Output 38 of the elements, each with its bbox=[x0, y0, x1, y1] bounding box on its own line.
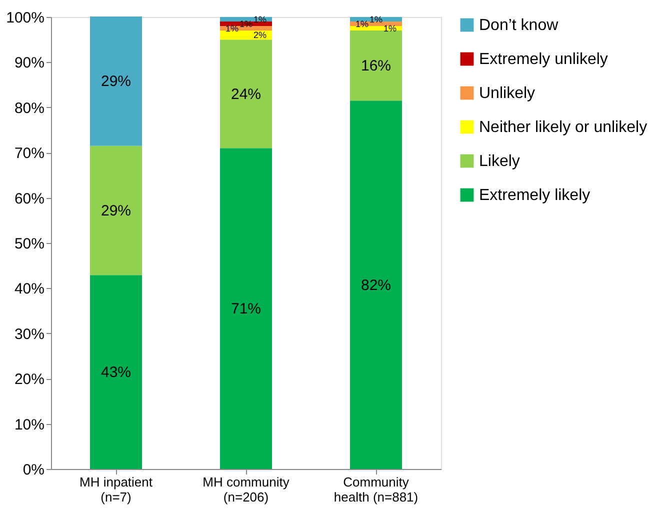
legend-label: Likely bbox=[479, 153, 520, 170]
y-tick-label: 70% bbox=[14, 145, 44, 162]
bar bbox=[90, 16, 142, 146]
data-label: 29% bbox=[100, 202, 132, 220]
legend-label: Extremely unlikely bbox=[479, 51, 608, 68]
legend-label: Neither likely or unlikely bbox=[479, 119, 648, 136]
data-label: 71% bbox=[230, 300, 262, 318]
y-tick-label: 50% bbox=[14, 236, 44, 252]
data-label: 16% bbox=[360, 58, 392, 75]
y-tick-label: 10% bbox=[14, 416, 44, 434]
data-label: 29% bbox=[100, 73, 132, 90]
y-tick-label: 80% bbox=[14, 100, 44, 117]
y-tick-label: 0% bbox=[22, 462, 44, 478]
legend-label: Extremely likely bbox=[479, 187, 590, 204]
data-label: 1% bbox=[225, 23, 239, 34]
y-tick-label: 30% bbox=[14, 326, 44, 343]
data-label: 2% bbox=[253, 30, 267, 40]
bar bbox=[220, 40, 272, 148]
bar bbox=[90, 146, 142, 276]
legend-label: Unlikely bbox=[479, 85, 536, 102]
data-label: 1% bbox=[355, 18, 369, 29]
x-tick-label: Community health (n=881) bbox=[334, 474, 418, 504]
data-label: 82% bbox=[360, 276, 392, 294]
x-tick-label: MH inpatient (n=7) bbox=[80, 474, 153, 504]
legend-label: Don’t know bbox=[479, 17, 559, 34]
bar bbox=[350, 100, 402, 469]
y-tick-label: 90% bbox=[14, 54, 44, 72]
bar bbox=[220, 148, 272, 469]
data-label: 1% bbox=[383, 23, 397, 34]
y-tick-label: 20% bbox=[14, 371, 44, 388]
y-tick-label: 100% bbox=[6, 10, 44, 26]
x-tick-label: MH community (n=206) bbox=[202, 474, 290, 504]
y-tick-label: 60% bbox=[14, 190, 44, 208]
data-label: 43% bbox=[100, 364, 132, 382]
bar bbox=[90, 275, 142, 469]
y-tick-label: 40% bbox=[14, 280, 44, 298]
data-label: 24% bbox=[230, 86, 262, 103]
bar bbox=[350, 30, 402, 101]
